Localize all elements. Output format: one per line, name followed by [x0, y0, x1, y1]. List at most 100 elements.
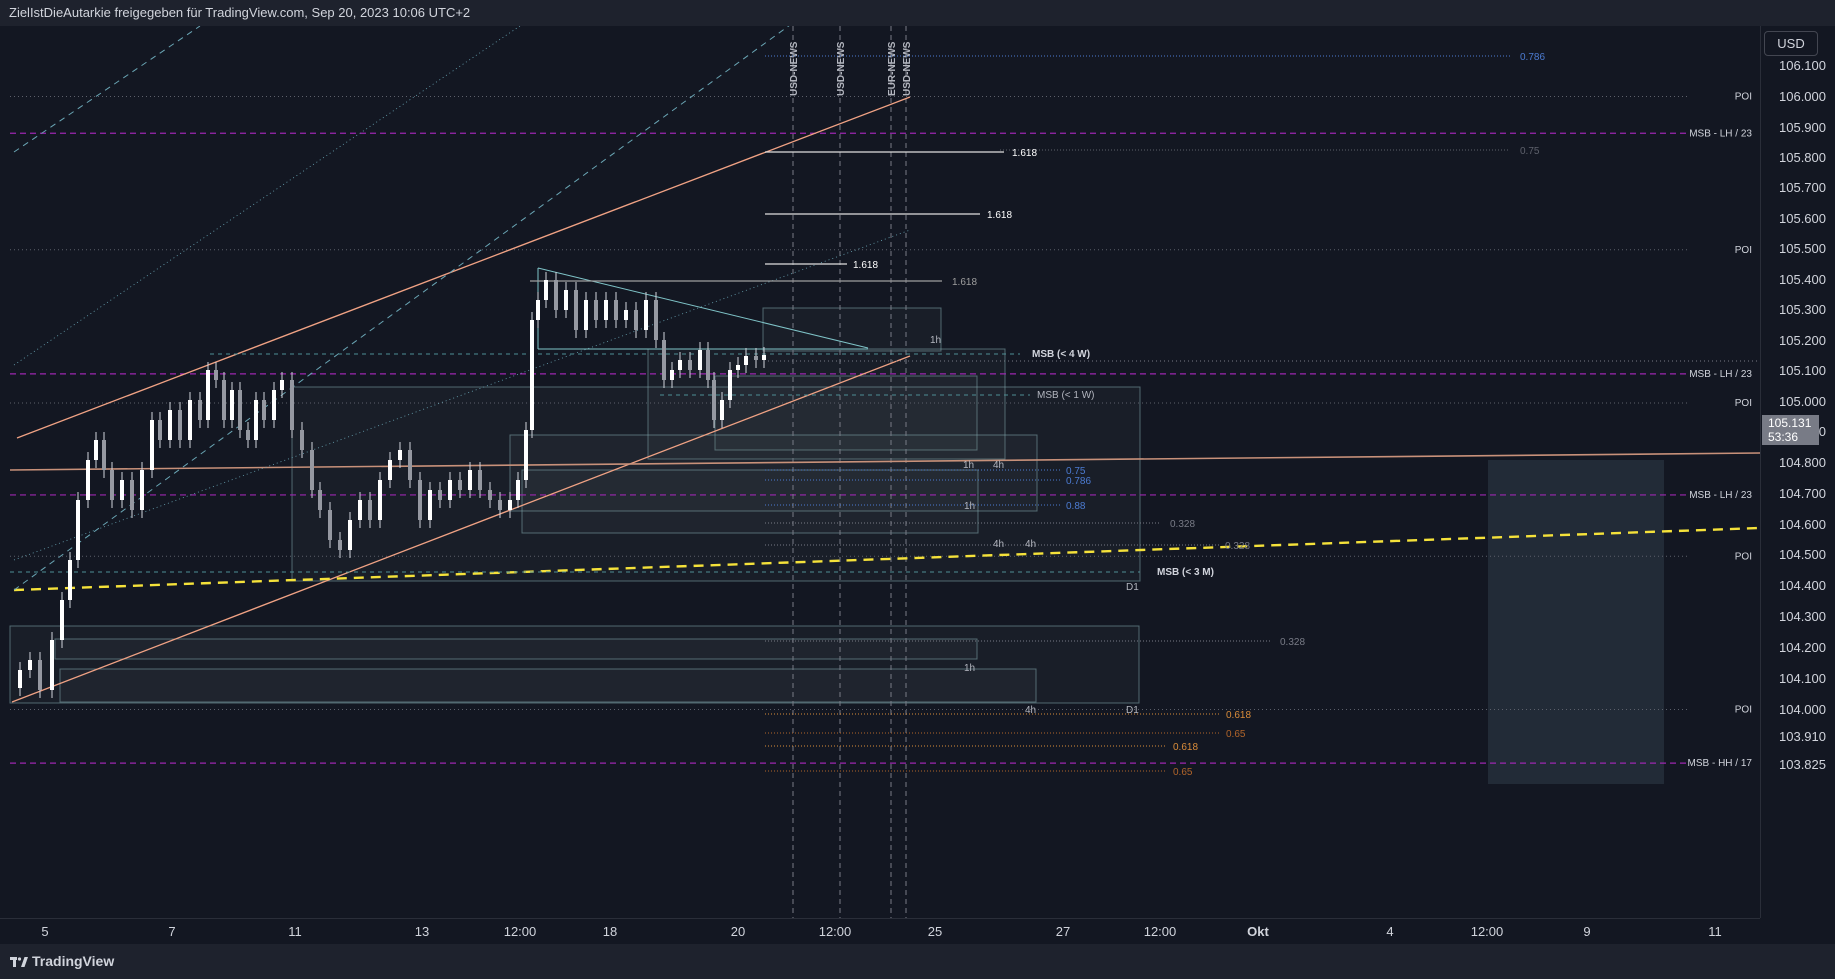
price-tick-label: 105.900	[1779, 120, 1826, 135]
candle-body	[68, 560, 72, 600]
candle-body	[728, 370, 732, 400]
candle-body	[300, 430, 304, 450]
candle-body	[614, 300, 618, 320]
candle-body	[388, 460, 392, 480]
msb-label: MSB (< 3 M)	[1157, 567, 1214, 578]
candle-body	[28, 660, 32, 670]
candle-body	[654, 300, 658, 340]
price-axis[interactable]: 106.100 106.000 105.900 105.800 105.700 105.6…	[1760, 26, 1835, 918]
tradingview-logo[interactable]: TradingView	[10, 944, 114, 979]
zone-box	[59, 668, 1037, 703]
candle-body	[624, 310, 628, 320]
candle-body	[94, 440, 98, 460]
candle-body	[214, 370, 218, 380]
candle-body	[564, 290, 568, 310]
candle-body	[428, 490, 432, 520]
level-label: POI	[1735, 551, 1752, 562]
candle-body	[688, 360, 692, 370]
price-tick-label: 105.000	[1779, 394, 1826, 409]
chart-svg[interactable]: POI MSB - LH / 23 POI MSB - LH / 23 POI MSB -…	[0, 24, 1761, 918]
time-tick-label: 11	[288, 924, 302, 939]
time-tick-label: 13	[415, 924, 429, 939]
candle-body	[754, 356, 758, 360]
price-tick-label: 104.600	[1779, 517, 1826, 532]
time-tick-label: 27	[1056, 924, 1070, 939]
candle-body	[478, 470, 482, 490]
candle-body	[50, 640, 54, 690]
fib-label: 0.65	[1226, 729, 1246, 740]
candle-body	[102, 440, 106, 470]
time-tick-label: 11	[1708, 924, 1722, 939]
dotted-diagonal-1	[13, 25, 521, 366]
zone-label: 1h	[964, 501, 975, 512]
fib-label: 0.328	[1170, 519, 1195, 530]
price-tick-label: 106.000	[1779, 89, 1826, 104]
time-axis[interactable]: 5 7 11 13 12:00 18 20 12:00 25 27 12:00 Okt 4 12:00 9 1…	[0, 918, 1760, 945]
candle-body	[254, 400, 258, 440]
candle-body	[150, 420, 154, 470]
fib-label: 0.618	[1173, 742, 1198, 753]
target-zone	[1488, 460, 1664, 784]
last-price-countdown: 53:36	[1768, 430, 1799, 444]
candle-body	[262, 400, 266, 420]
candle-body	[712, 380, 716, 420]
candle-body	[458, 480, 462, 490]
price-tick-label: 105.400	[1779, 272, 1826, 287]
candle-body	[348, 520, 352, 550]
candle-body	[290, 380, 294, 430]
fib-label: 0.618	[1226, 710, 1251, 721]
candle-body	[230, 390, 234, 420]
last-price-value: 105.131	[1768, 416, 1812, 430]
candle-body	[178, 410, 182, 440]
candle-body	[110, 470, 114, 500]
news-label: USD-NEWS	[902, 41, 913, 96]
candle-body	[418, 480, 422, 520]
zone-label: 4h	[993, 539, 1004, 550]
news-label: USD-NEWS	[789, 41, 800, 96]
header-title: ZielIstDieAutarkie freigegeben für Tradi…	[9, 5, 471, 20]
zone-box	[714, 375, 978, 451]
candle-body	[206, 370, 210, 420]
candle-body	[488, 490, 492, 500]
zone-label: 1h	[930, 335, 941, 346]
time-tick-label: 5	[41, 924, 48, 939]
time-tick-label: 12:00	[504, 924, 537, 939]
price-tick-label: 104.800	[1779, 455, 1826, 470]
level-label: POI	[1735, 92, 1752, 103]
candle-body	[536, 300, 540, 320]
price-tick-label: 105.800	[1779, 150, 1826, 165]
candle-body	[76, 500, 80, 560]
candle-body	[762, 355, 766, 360]
fib-label: 0.328	[1225, 541, 1250, 552]
price-tick-label: 106.100	[1779, 58, 1826, 73]
candle-body	[408, 450, 412, 480]
price-chart[interactable]: POI MSB - LH / 23 POI MSB - LH / 23 POI MSB -…	[0, 24, 1761, 918]
news-label: USD-NEWS	[836, 41, 847, 96]
fib-label: 1.618	[987, 210, 1012, 221]
fib-label: 1.618	[853, 260, 878, 271]
footer: TradingView	[0, 944, 1835, 979]
horizontal-trend-line	[9, 452, 1761, 471]
candle-body	[280, 380, 284, 390]
msb-label: MSB (< 1 W)	[1037, 390, 1095, 401]
currency-button[interactable]: USD	[1764, 31, 1818, 56]
level-label: MSB - HH / 17	[1688, 758, 1753, 769]
zone-label: 4h	[993, 460, 1004, 471]
candle-body	[584, 300, 588, 330]
time-tick-label: 4	[1386, 924, 1393, 939]
candle-body	[368, 500, 372, 520]
price-tick-label: 105.100	[1779, 363, 1826, 378]
zone-label: 4h	[1025, 539, 1036, 550]
zone-box	[54, 638, 978, 660]
zone-label: 1h	[963, 460, 974, 471]
zone-label: D1	[1126, 582, 1139, 593]
candle-body	[524, 430, 528, 480]
candle-body	[120, 480, 124, 500]
time-tick-label: 7	[168, 924, 175, 939]
candle-body	[60, 600, 64, 640]
price-tick-label: 104.000	[1779, 702, 1826, 717]
candle-body	[338, 540, 342, 550]
price-tick-label: 104.100	[1779, 671, 1826, 686]
fib-label: 0.65	[1173, 767, 1193, 778]
candle-body	[720, 400, 724, 420]
